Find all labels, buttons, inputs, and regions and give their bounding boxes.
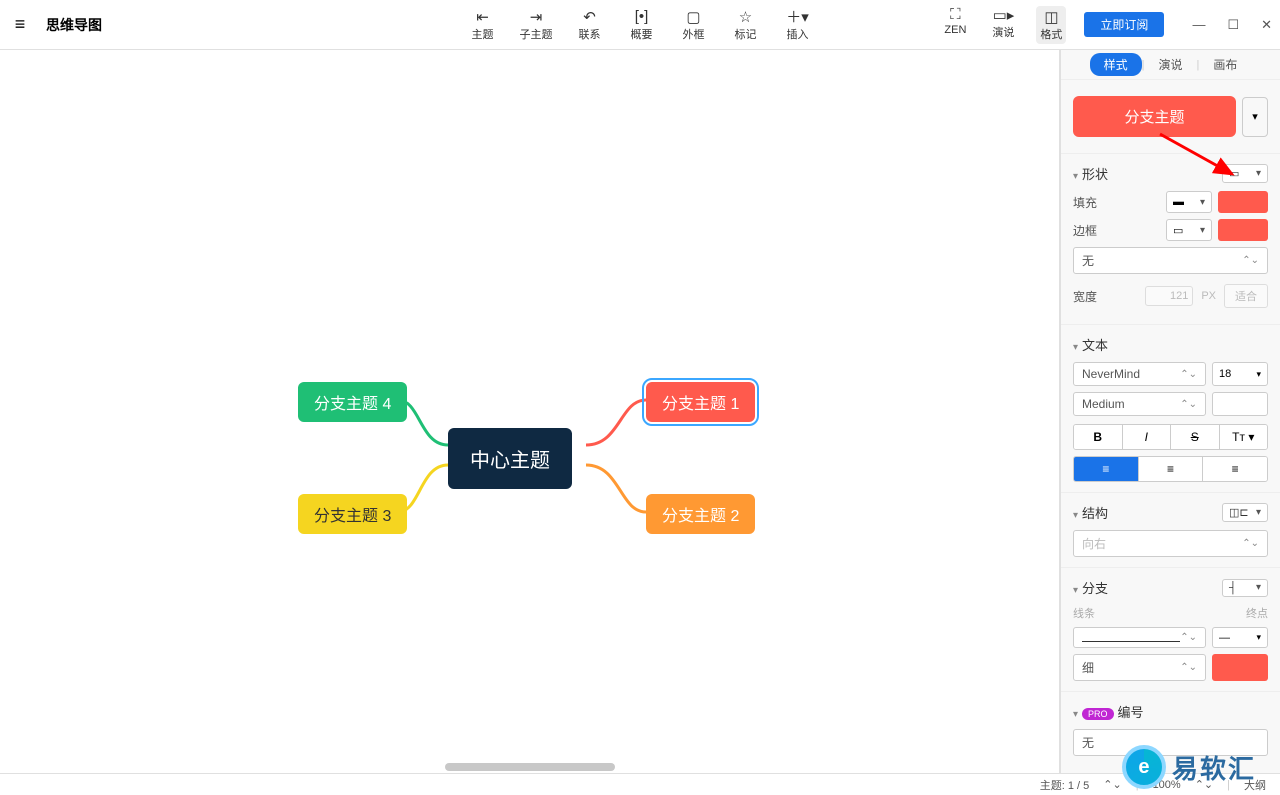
side-tab-演说[interactable]: 演说	[1144, 53, 1196, 76]
tool-标记[interactable]: ☆标记	[731, 8, 761, 42]
italic-button[interactable]: I	[1122, 425, 1171, 449]
maximize-icon[interactable]: ☐	[1227, 17, 1239, 33]
section-numbering-title: 编号	[1118, 705, 1144, 720]
fill-pattern-dropdown[interactable]: ▬▾	[1166, 191, 1212, 213]
topic-type-chip[interactable]: 分支主题	[1073, 96, 1236, 137]
tool-联系[interactable]: ↶联系	[575, 8, 605, 42]
section-structure-title: 结构	[1082, 506, 1108, 521]
tool-演说[interactable]: ▭▸演说	[988, 6, 1018, 44]
textcase-button[interactable]: Tт ▾	[1219, 425, 1268, 449]
endpoint-select[interactable]: —▾	[1212, 627, 1268, 648]
branch-topic-3[interactable]: 分支主题 3	[298, 494, 407, 534]
border-style-dropdown[interactable]: ▭▾	[1166, 219, 1212, 241]
tool-子主题[interactable]: ⇥子主题	[520, 8, 553, 42]
section-branch-title: 分支	[1082, 581, 1108, 596]
minimize-icon[interactable]: —	[1192, 17, 1205, 33]
status-topic-count: 主题: 1 / 5	[1040, 777, 1090, 793]
tool-插入[interactable]: ＋▾插入	[783, 8, 813, 42]
top-toolbar: ≡ 思维导图 ⇤主题 ⇥子主题 ↶联系 [•]概要 ▢外框 ☆标记 ＋▾插入 ⛶ZEN ▭▸演…	[0, 0, 1280, 50]
tool-概要[interactable]: [•]概要	[627, 8, 657, 42]
tool-主题[interactable]: ⇤主题	[468, 8, 498, 42]
center-topic[interactable]: 中心主题	[448, 428, 572, 489]
strike-button[interactable]: S	[1170, 425, 1219, 449]
document-title: 思维导图	[46, 15, 102, 35]
branch-topic-4[interactable]: 分支主题 4	[298, 382, 407, 422]
font-size-select[interactable]: 18▾	[1212, 362, 1268, 386]
structure-style-dropdown[interactable]: ◫⊏▾	[1222, 503, 1268, 522]
branch-color-swatch[interactable]	[1212, 654, 1268, 681]
line-style-select[interactable]: ⌃⌄	[1073, 627, 1206, 648]
canvas-scrollbar[interactable]	[0, 761, 1060, 773]
status-bar: 主题: 1 / 5 ⌃⌄| 100% ⌃⌄| 大纲	[0, 773, 1280, 795]
side-tab-样式[interactable]: 样式	[1090, 53, 1142, 76]
structure-direction-select[interactable]: 向右⌃⌄	[1073, 530, 1268, 557]
fit-button[interactable]: 适合	[1224, 284, 1268, 308]
fill-color-swatch[interactable]	[1218, 191, 1268, 213]
line-thickness-select[interactable]: 细⌃⌄	[1073, 654, 1206, 681]
side-tab-画布[interactable]: 画布	[1199, 53, 1251, 76]
align-right-button[interactable]: ≡	[1202, 457, 1267, 481]
border-line-select[interactable]: 无⌃⌄	[1073, 247, 1268, 274]
tool-外框[interactable]: ▢外框	[679, 8, 709, 42]
branch-style-dropdown[interactable]: ┤▾	[1222, 579, 1268, 597]
font-weight-select[interactable]: Medium⌃⌄	[1073, 392, 1206, 416]
format-sidebar: 样式|演说|画布 分支主题 ▾ ▾形状 ▭▾ 填充 ▬▾	[1060, 50, 1280, 773]
tool-ZEN[interactable]: ⛶ZEN	[940, 6, 970, 44]
tool-格式[interactable]: ◫格式	[1036, 6, 1066, 44]
align-center-button[interactable]: ≡	[1138, 457, 1203, 481]
border-label: 边框	[1073, 222, 1097, 239]
section-text-title: 文本	[1082, 338, 1108, 353]
window-controls: — ☐ ✕	[1192, 17, 1272, 33]
branch-topic-1[interactable]: 分支主题 1	[646, 382, 755, 422]
menu-icon[interactable]: ≡	[0, 14, 40, 35]
topic-type-dropdown[interactable]: ▾	[1242, 97, 1268, 137]
fill-label: 填充	[1073, 194, 1097, 211]
align-left-button[interactable]: ≡	[1074, 457, 1138, 481]
mindmap-canvas[interactable]: 中心主题 分支主题 1 分支主题 2 分支主题 3 分支主题 4	[0, 50, 1060, 773]
subscribe-button[interactable]: 立即订阅	[1084, 12, 1164, 37]
width-input[interactable]	[1145, 286, 1193, 306]
font-color-swatch[interactable]	[1212, 392, 1268, 416]
shape-style-dropdown[interactable]: ▭▾	[1222, 164, 1268, 183]
border-color-swatch[interactable]	[1218, 219, 1268, 241]
watermark-logo: e 易软汇	[1122, 745, 1256, 789]
bold-button[interactable]: B	[1074, 425, 1122, 449]
width-label: 宽度	[1073, 288, 1097, 305]
close-icon[interactable]: ✕	[1261, 17, 1272, 33]
font-family-select[interactable]: NeverMind⌃⌄	[1073, 362, 1206, 386]
branch-topic-2[interactable]: 分支主题 2	[646, 494, 755, 534]
section-shape-title: 形状	[1082, 167, 1108, 182]
